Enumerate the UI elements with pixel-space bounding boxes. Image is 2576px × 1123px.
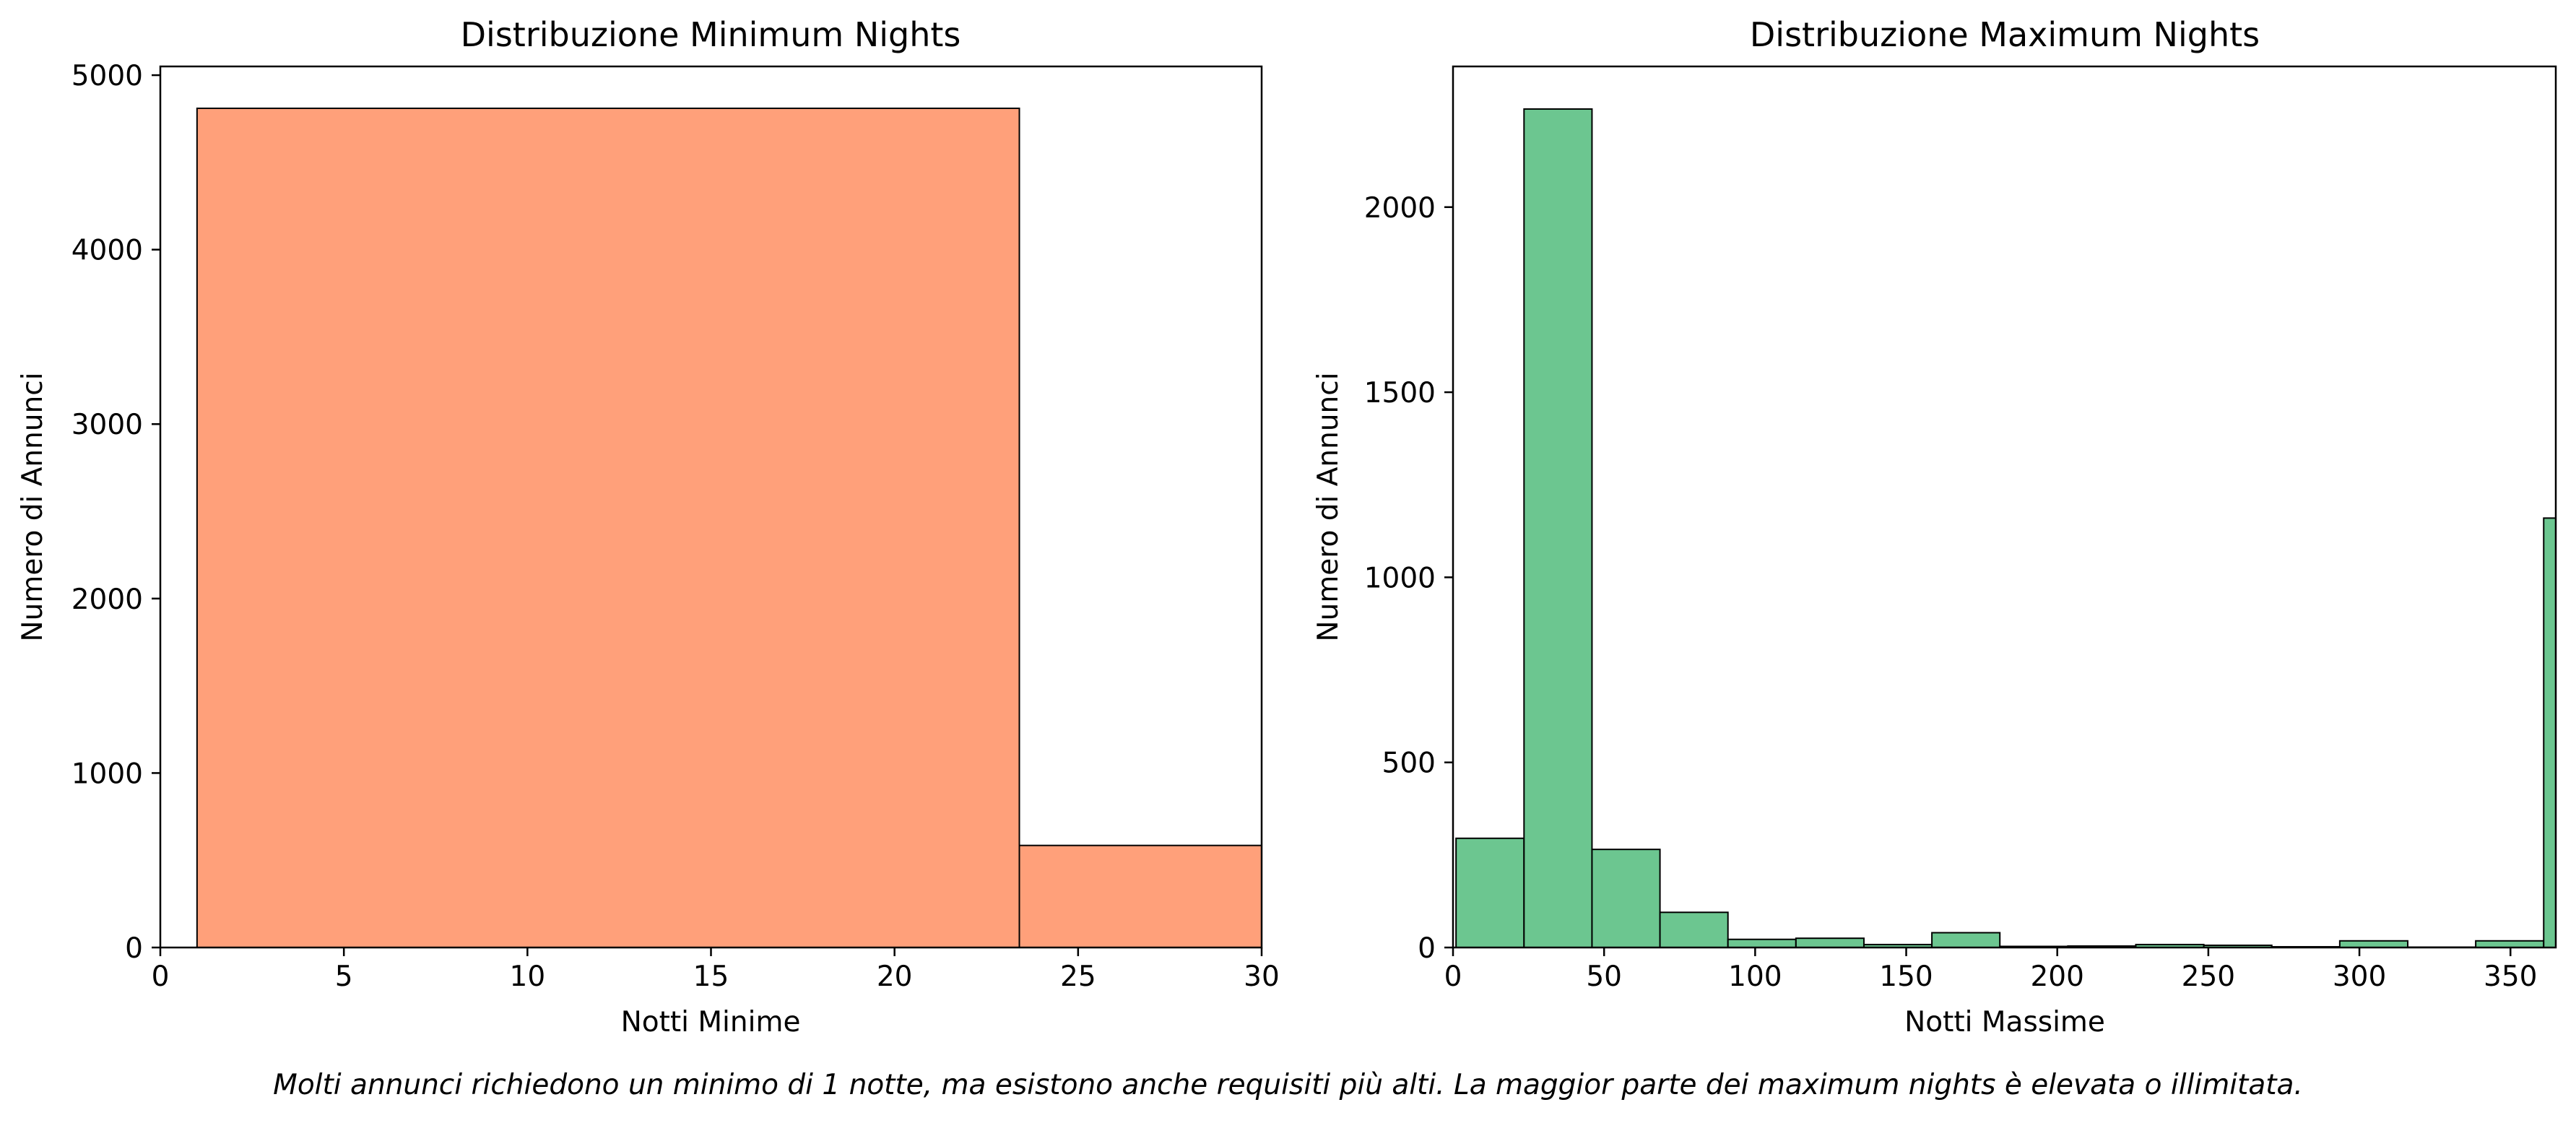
x-tick-label: 50 xyxy=(1586,961,1622,993)
y-tick-label: 1000 xyxy=(71,758,143,790)
bars-group xyxy=(196,107,1262,948)
histogram-bar xyxy=(2475,940,2545,948)
bars-group xyxy=(1455,108,2557,949)
plot-frame xyxy=(159,65,1263,949)
y-tick-label: 1000 xyxy=(1364,562,1436,594)
chart-maximum-nights: Distribuzione Maximum Nights 0 50 100 150 20… xyxy=(1312,15,2557,1039)
figure-caption: Molti annunci richiedono un minimo di 1 … xyxy=(273,1069,2303,1101)
x-tick-label: 100 xyxy=(1728,961,1782,993)
x-tick-label: 25 xyxy=(1060,961,1096,993)
chart-minimum-nights: Distribuzione Minimum Nights 0 5 10 15 20 25 3… xyxy=(17,15,1280,1039)
histogram-bar xyxy=(1659,911,1729,948)
histogram-bar xyxy=(196,107,1020,948)
y-axis-label: Numero di Annunci xyxy=(17,372,49,641)
histogram-bar xyxy=(1455,837,1525,948)
histogram-bar xyxy=(1523,108,1593,948)
y-ticks: 0 1000 2000 3000 4000 5000 xyxy=(71,60,160,965)
x-tick-label: 10 xyxy=(510,961,546,993)
x-axis-label: Notti Massime xyxy=(1904,1006,2105,1039)
y-tick-label: 3000 xyxy=(71,409,143,441)
y-tick-label: 0 xyxy=(125,932,143,965)
y-tick-label: 4000 xyxy=(71,235,143,267)
x-tick-label: 20 xyxy=(877,961,913,993)
histogram-bar xyxy=(2543,517,2557,948)
plot-frame xyxy=(1452,65,2557,949)
y-tick-label: 5000 xyxy=(71,60,143,92)
x-tick-label: 5 xyxy=(335,961,353,993)
y-tick-label: 1500 xyxy=(1364,377,1436,409)
x-tick-label: 350 xyxy=(2484,961,2537,993)
y-tick-label: 500 xyxy=(1382,747,1436,780)
y-axis-label: Numero di Annunci xyxy=(1312,372,1345,641)
chart-title: Distribuzione Minimum Nights xyxy=(461,15,961,54)
x-axis-label: Notti Minime xyxy=(621,1006,801,1039)
y-tick-label: 0 xyxy=(1418,932,1436,965)
y-tick-label: 2000 xyxy=(1364,192,1436,225)
x-tick-label: 200 xyxy=(2030,961,2083,993)
x-tick-label: 300 xyxy=(2333,961,2386,993)
y-ticks: 0 500 1000 1500 2000 xyxy=(1364,192,1453,965)
histogram-bar xyxy=(2338,940,2409,948)
x-tick-label: 250 xyxy=(2182,961,2235,993)
chart-title: Distribuzione Maximum Nights xyxy=(1750,15,2260,54)
histogram-bar xyxy=(1591,849,1661,948)
x-tick-label: 0 xyxy=(152,961,170,993)
x-tick-label: 150 xyxy=(1879,961,1933,993)
x-ticks: 0 50 100 150 200 250 300 350 xyxy=(1444,948,2537,993)
x-tick-label: 30 xyxy=(1244,961,1280,993)
histogram-bar xyxy=(1795,937,1865,948)
x-tick-label: 0 xyxy=(1444,961,1462,993)
x-ticks: 0 5 10 15 20 25 30 xyxy=(152,948,1280,993)
histogram-bar xyxy=(1931,932,2001,949)
y-tick-label: 2000 xyxy=(71,584,143,616)
x-tick-label: 15 xyxy=(693,961,729,993)
histogram-bar xyxy=(1018,844,1262,948)
histogram-bar xyxy=(1727,938,1797,948)
